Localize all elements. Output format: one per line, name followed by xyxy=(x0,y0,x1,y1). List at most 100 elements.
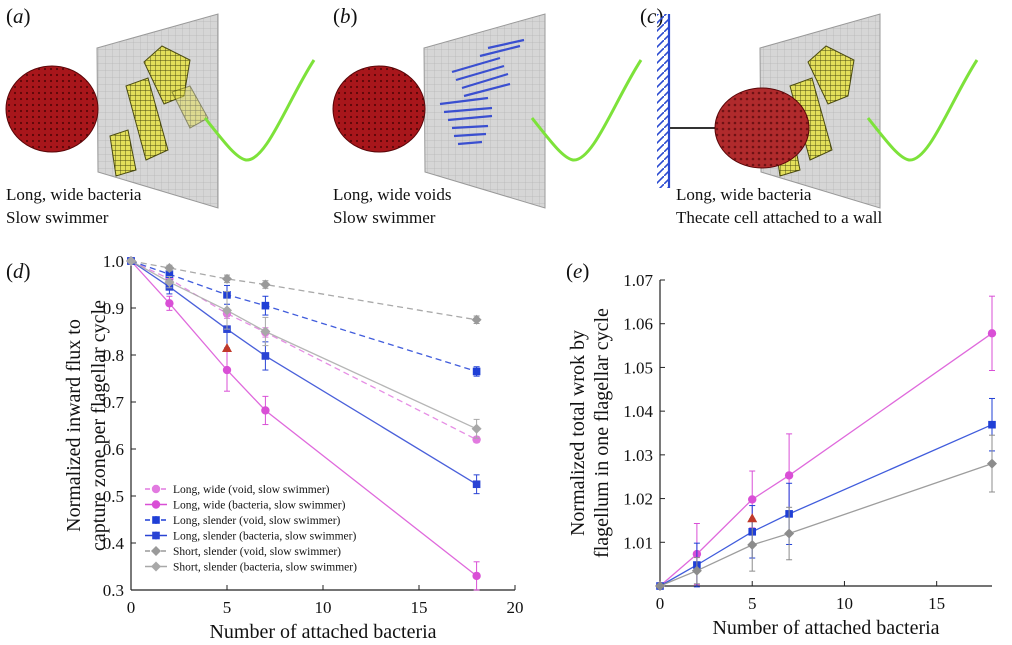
data-point xyxy=(126,256,136,266)
y-tick-label: 1.05 xyxy=(623,358,653,377)
flagellum-green xyxy=(530,59,643,162)
panel-label-c: (c) xyxy=(640,4,664,28)
data-point xyxy=(223,325,231,333)
data-point xyxy=(784,471,794,480)
cell-body xyxy=(5,65,99,153)
data-point xyxy=(164,263,175,274)
x-tick-label: 5 xyxy=(748,594,757,613)
legend-marker xyxy=(151,500,161,509)
series-line xyxy=(130,260,477,321)
series-line xyxy=(659,424,993,587)
flagellum-green xyxy=(866,59,979,162)
void-markers xyxy=(439,38,525,146)
y-tick-label: 1.02 xyxy=(623,490,653,509)
series-line xyxy=(130,260,477,373)
data-point xyxy=(261,328,270,337)
data-point xyxy=(655,581,665,591)
data-point xyxy=(261,406,270,415)
caption-a: Long, wide bacteria Slow swimmer xyxy=(6,183,141,229)
flagellum-green xyxy=(203,59,316,162)
x-tick-label: 20 xyxy=(507,598,524,617)
legend-entry: Long, wide (void, slow swimmer) xyxy=(173,484,330,496)
cell-body xyxy=(714,87,810,169)
data-point xyxy=(222,305,232,316)
series-line xyxy=(130,260,477,441)
illustration-a xyxy=(5,13,316,209)
data-point xyxy=(784,528,795,539)
data-point xyxy=(988,420,996,429)
data-point xyxy=(471,314,482,325)
data-point xyxy=(693,561,701,569)
series-line xyxy=(130,260,477,485)
x-tick-label: 10 xyxy=(836,594,853,613)
data-point xyxy=(472,435,481,444)
data-point xyxy=(127,257,135,265)
caption-b-line2: Slow swimmer xyxy=(333,208,436,227)
series-line xyxy=(130,260,478,577)
legend-entry: Long, slender (bacteria, slow swimmer) xyxy=(173,531,356,543)
series-line xyxy=(659,462,993,587)
x-axis-label: Number of attached bacteria xyxy=(712,617,939,639)
data-point xyxy=(747,539,758,550)
data-point xyxy=(165,274,174,284)
x-tick-label: 10 xyxy=(315,598,332,617)
data-point xyxy=(748,495,757,504)
data-point xyxy=(472,571,481,581)
series-2 xyxy=(126,256,481,591)
legend-marker xyxy=(151,561,161,572)
y-axis-label-line1: Normalized total wrok by xyxy=(567,330,589,536)
caption-a-line2: Slow swimmer xyxy=(6,208,109,227)
legend-marker xyxy=(152,531,160,540)
data-point xyxy=(261,301,270,310)
legend-entry: Short, slender (bacteria, slow swimmer) xyxy=(173,562,357,574)
data-point xyxy=(987,458,997,469)
data-point xyxy=(748,527,757,536)
data-point xyxy=(165,270,174,278)
data-point xyxy=(165,283,174,291)
data-point xyxy=(471,423,482,434)
legend-marker xyxy=(151,546,161,556)
series-3 xyxy=(127,257,481,377)
capture-zone-cone xyxy=(96,13,219,209)
data-point xyxy=(785,510,793,518)
y-tick-label: 1.0 xyxy=(103,252,124,271)
y-tick-label: 0.7 xyxy=(103,393,125,412)
series-3 xyxy=(655,434,997,591)
data-point xyxy=(165,299,174,308)
illustration-c xyxy=(657,13,979,209)
caption-b: Long, wide voids Slow swimmer xyxy=(333,183,452,229)
legend-entry: Long, slender (void, slow swimmer) xyxy=(173,515,341,527)
data-point xyxy=(655,581,665,591)
caption-b-line1: Long, wide voids xyxy=(333,185,452,204)
x-tick-label: 0 xyxy=(127,598,136,617)
data-point xyxy=(126,256,136,266)
legend-marker xyxy=(152,516,160,524)
bacteria-shapes xyxy=(773,45,855,177)
y-axis-label-line1: Normalized inward flux to xyxy=(63,319,85,532)
capture-zone-cone xyxy=(759,13,881,209)
bacteria-shapes xyxy=(109,45,209,177)
data-point xyxy=(692,549,702,559)
series-5 xyxy=(126,256,482,325)
y-tick-label: 1.01 xyxy=(623,533,653,552)
series-1 xyxy=(126,256,481,444)
data-point xyxy=(261,352,270,360)
capture-zone-cone xyxy=(423,13,546,209)
data-point xyxy=(127,257,135,265)
data-point xyxy=(223,291,231,299)
series-6 xyxy=(126,256,482,439)
data-point xyxy=(472,367,481,376)
y-tick-label: 0.4 xyxy=(103,534,125,553)
x-tick-label: 0 xyxy=(656,594,665,613)
data-point xyxy=(987,329,997,338)
y-tick-label: 0.9 xyxy=(103,299,124,318)
legend-entry: Long, wide (bacteria, slow swimmer) xyxy=(173,500,346,512)
wall-hatch xyxy=(657,14,669,188)
data-point xyxy=(691,565,702,576)
x-tick-label: 15 xyxy=(411,598,428,617)
data-point xyxy=(164,277,175,288)
caption-c: Long, wide bacteria Thecate cell attache… xyxy=(676,183,882,229)
series-1 xyxy=(655,295,997,591)
